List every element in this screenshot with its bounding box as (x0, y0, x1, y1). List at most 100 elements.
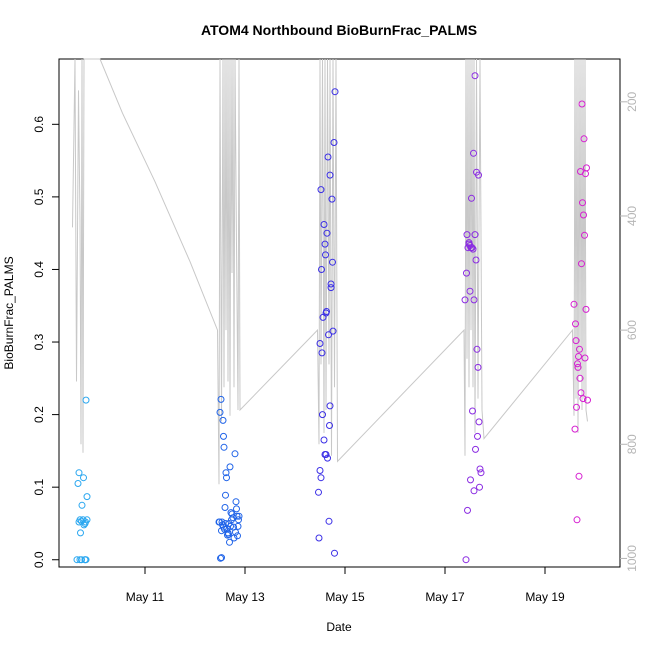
data-point (234, 522, 242, 530)
data-point (316, 467, 324, 474)
data-point (83, 493, 91, 501)
data-point (329, 258, 336, 266)
data-point (571, 425, 579, 433)
data-point (235, 516, 242, 524)
data-point (327, 284, 335, 292)
data-point (476, 483, 483, 491)
x-tick-label: May 15 (325, 590, 365, 604)
data-point (326, 402, 334, 410)
y-tick-label: 0.6 (32, 116, 46, 133)
series-flight-4 (461, 72, 485, 564)
data-point (574, 363, 582, 371)
data-point (233, 512, 241, 520)
data-point (577, 389, 585, 397)
y-tick-label: 0.1 (32, 479, 46, 496)
data-point (331, 88, 339, 96)
data-point (320, 221, 328, 228)
data-point (223, 474, 230, 482)
data-point (572, 337, 580, 345)
data-point (220, 432, 227, 440)
data-point (322, 251, 329, 259)
data-point (225, 530, 232, 538)
data-point (316, 340, 324, 347)
data-point (227, 522, 234, 530)
data-point (78, 501, 86, 509)
data-point (78, 556, 85, 564)
data-point (217, 554, 224, 562)
y-axis-label: BioBurnFrac_PALMS (2, 256, 16, 369)
pressure-trace-line (72, 58, 588, 485)
data-point (581, 354, 589, 362)
data-point (315, 534, 323, 542)
data-point (235, 512, 243, 520)
data-point (226, 538, 233, 546)
data-point (578, 100, 586, 108)
y-tick-label: 0.2 (32, 406, 46, 423)
data-point (327, 280, 335, 288)
data-point (82, 396, 90, 404)
data-point (464, 244, 472, 252)
data-point (576, 345, 583, 353)
data-point (221, 504, 229, 511)
data-point (474, 363, 482, 371)
data-point (218, 554, 225, 562)
y-tick-label: 0.0 (32, 551, 46, 568)
data-point (218, 527, 225, 535)
data-point (216, 408, 224, 416)
data-point (319, 411, 326, 419)
data-point (468, 194, 475, 202)
data-point (77, 529, 84, 537)
data-point (324, 454, 331, 462)
data-point (471, 72, 479, 80)
data-point (465, 239, 473, 247)
data-point (573, 516, 581, 524)
data-point (575, 472, 583, 480)
x-axis: May 11 May 13 May 15 May 17 May 19 (126, 567, 565, 604)
data-point (231, 450, 239, 458)
data-point (232, 528, 239, 536)
right-tick-label: 400 (625, 206, 639, 226)
data-point (476, 465, 484, 473)
data-point (326, 422, 333, 429)
data-point (217, 395, 225, 403)
data-point (473, 345, 481, 353)
right-tick-label: 200 (625, 91, 639, 111)
y-tick-label: 0.4 (32, 261, 46, 278)
data-point (226, 463, 234, 471)
data-point (581, 231, 588, 239)
data-point (74, 480, 82, 487)
data-point (222, 491, 229, 499)
data-point (463, 269, 470, 277)
data-point (328, 195, 336, 203)
data-point (318, 349, 326, 357)
data-point (331, 549, 338, 557)
series-flight-1 (73, 396, 91, 564)
pressure-trace-layer (72, 58, 588, 485)
data-point (233, 505, 240, 513)
x-tick-label: May 13 (225, 590, 265, 604)
data-point (471, 231, 479, 239)
data-point (472, 256, 480, 264)
data-point (470, 149, 477, 157)
data-point (228, 516, 235, 524)
data-point (464, 506, 471, 514)
data-point (470, 296, 478, 304)
data-point (574, 360, 581, 368)
data-point (83, 516, 91, 524)
right-tick-label: 800 (625, 434, 639, 454)
data-point (323, 308, 330, 315)
data-point (318, 266, 325, 273)
data-point (572, 320, 579, 328)
data-point (321, 240, 329, 248)
data-point (469, 245, 477, 253)
data-point (576, 374, 584, 382)
x-axis-label: Date (326, 620, 352, 634)
data-point (326, 171, 334, 179)
data-point (75, 518, 83, 526)
data-point (324, 153, 332, 161)
data-point (219, 416, 227, 424)
right-tick-label: 1000 (625, 545, 639, 572)
plot-frame (58, 58, 621, 568)
data-points-layer (73, 72, 591, 564)
data-point (224, 531, 231, 539)
